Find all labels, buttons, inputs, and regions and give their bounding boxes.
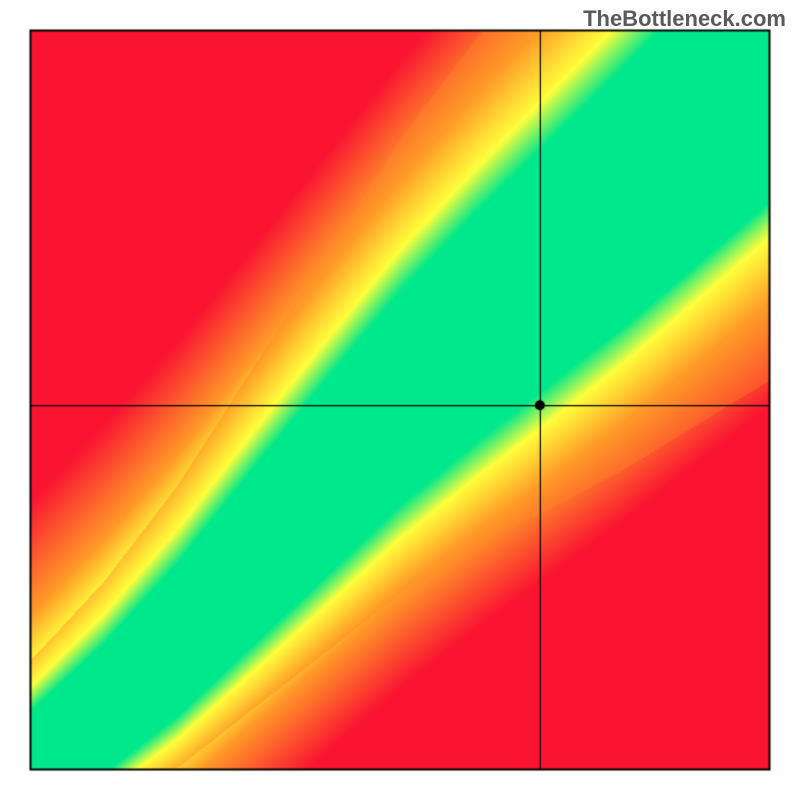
- bottleneck-heatmap: [0, 0, 800, 800]
- chart-container: TheBottleneck.com: [0, 0, 800, 800]
